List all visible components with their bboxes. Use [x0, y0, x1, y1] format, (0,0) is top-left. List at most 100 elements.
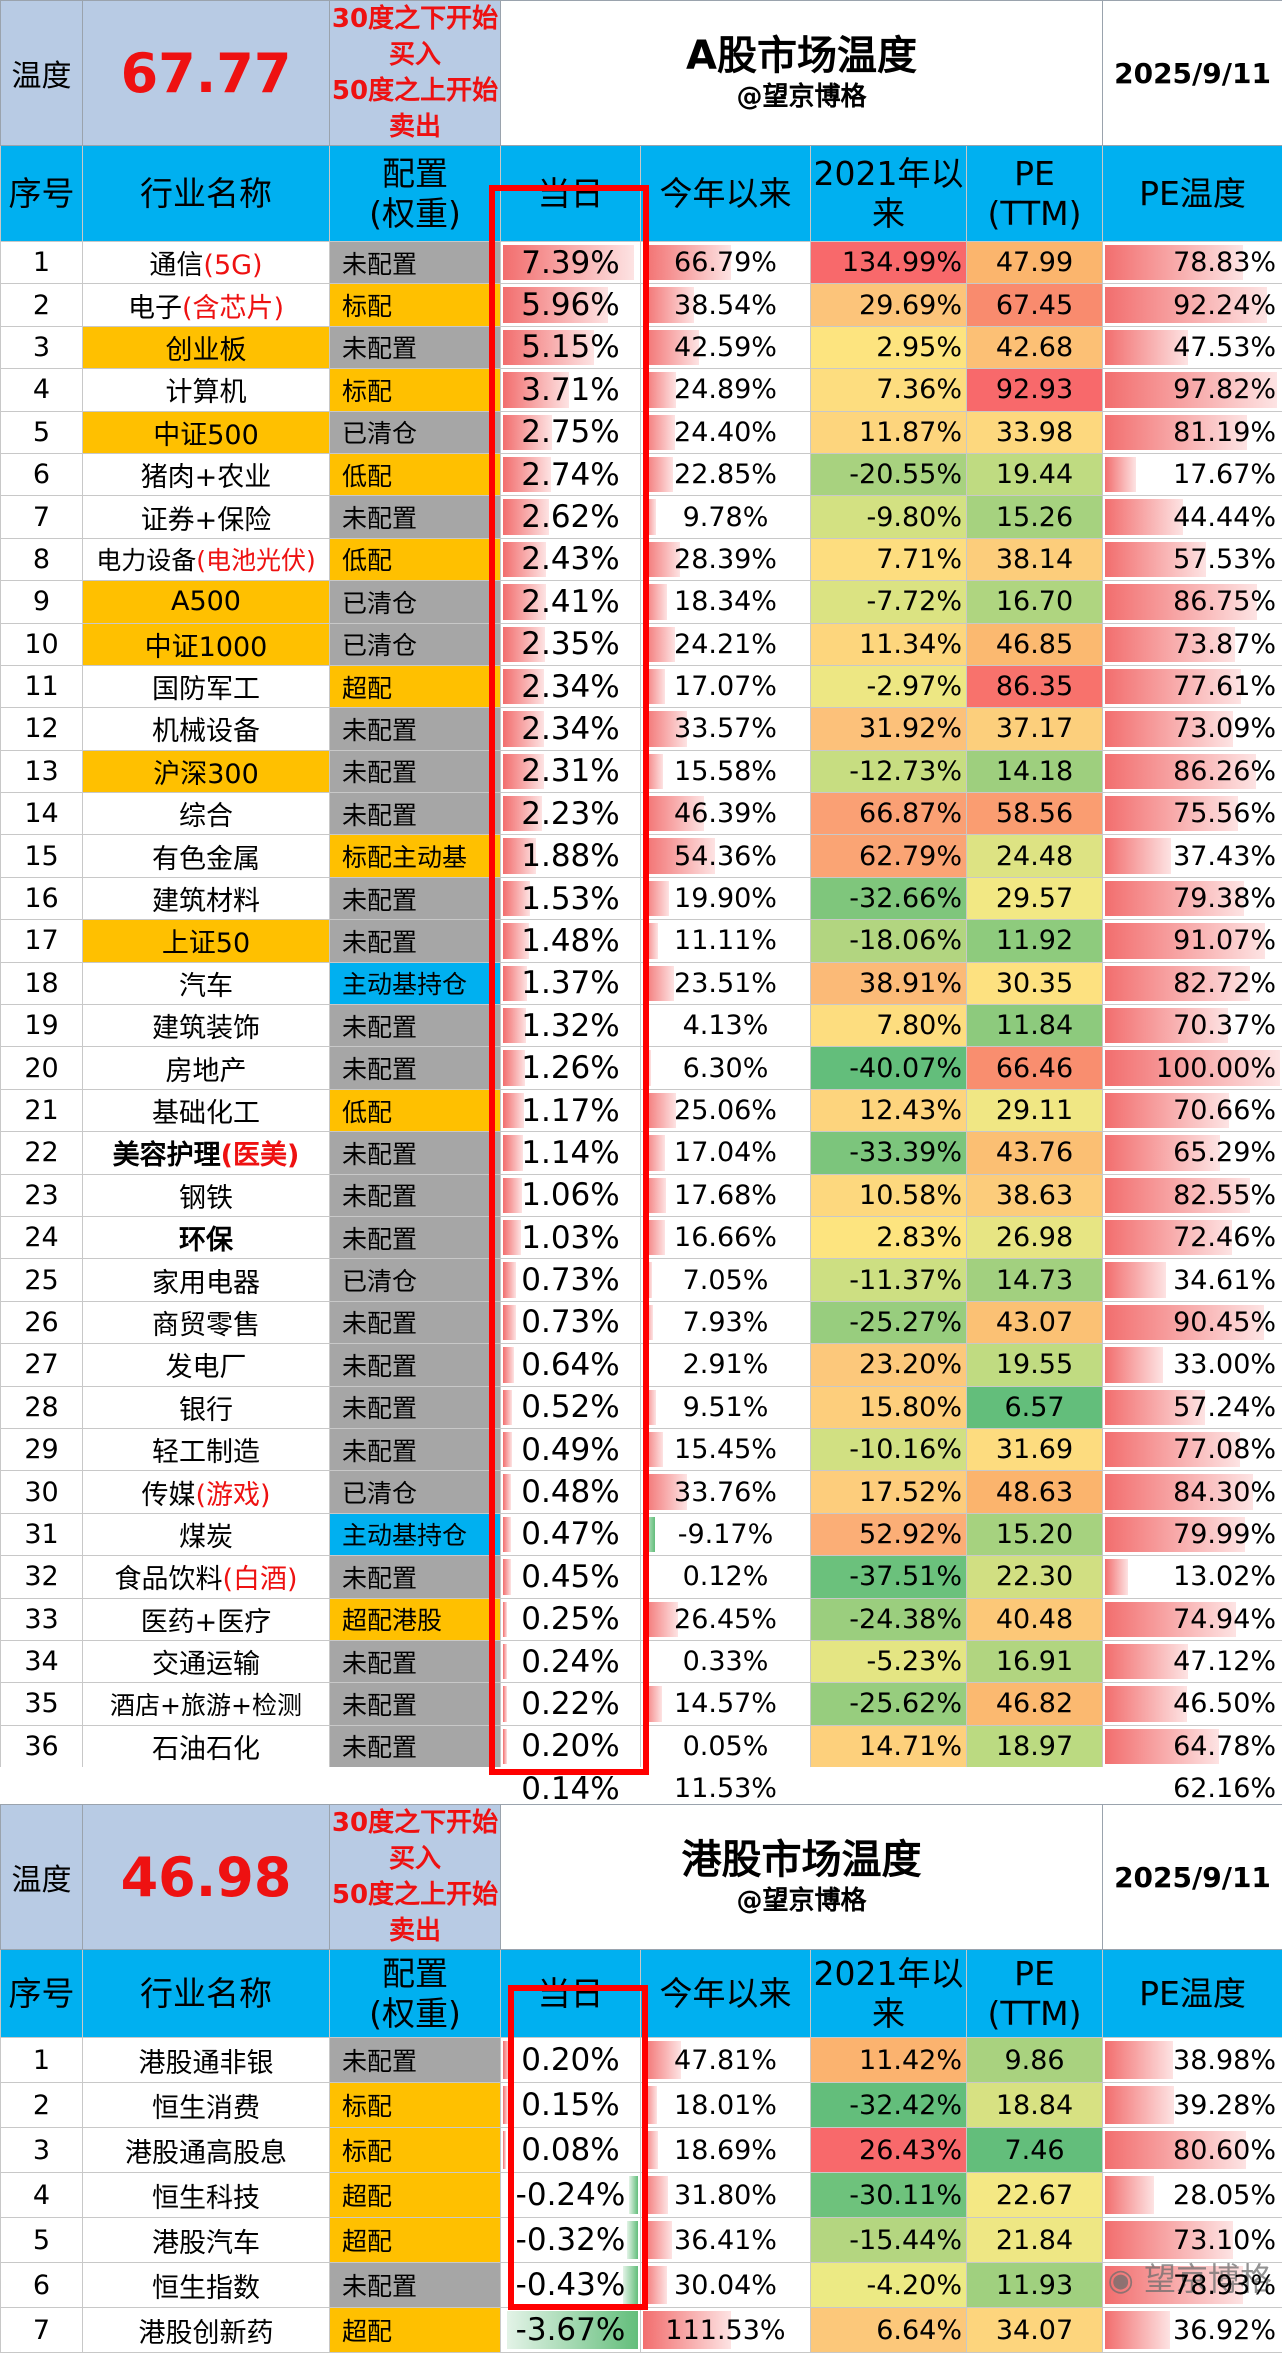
col-pe-ttm-header: PE(TTM)	[967, 146, 1103, 242]
pe-temperature-value: 90.45%	[1173, 1307, 1276, 1338]
ytd-change-cell: 18.69%	[641, 2128, 811, 2173]
allocation-badge: 未配置	[330, 793, 501, 835]
row-index: 14	[1, 793, 83, 835]
pe-temperature-bar	[1105, 1559, 1128, 1594]
industry-name: 国防军工	[83, 665, 330, 707]
day-change-value: 1.88%	[521, 838, 619, 874]
allocation-badge: 已清仓	[330, 581, 501, 623]
allocation-badge: 未配置	[330, 1344, 501, 1386]
pe-ttm-value: 16.91	[967, 1640, 1103, 1682]
industry-name-text: 食品饮料	[114, 1564, 222, 1595]
ytd-change-cell: 38.54%	[641, 284, 811, 326]
row-index: 28	[1, 1386, 83, 1428]
day-change-value: 1.48%	[521, 923, 619, 959]
industry-name-text: 有色金属	[152, 844, 260, 875]
pe-temperature-cell: 82.72%	[1103, 962, 1282, 1004]
industry-name-text: 电力设备	[96, 546, 196, 575]
pe-temperature-cell: 65.29%	[1103, 1132, 1282, 1174]
since-2021-change: 29.69%	[811, 284, 967, 326]
ytd-change-value: 9.51%	[683, 1392, 769, 1423]
pe-ttm-value: 30.35	[967, 962, 1103, 1004]
since-2021-change: 17.52%	[811, 1471, 967, 1513]
ytd-change-value: 14.57%	[674, 1688, 777, 1719]
col-pe-temp-header: PE温度	[1103, 1950, 1282, 2038]
day-change-cell: 0.49%	[501, 1428, 641, 1470]
ytd-change-value: 18.69%	[674, 2135, 777, 2166]
since-2021-change: 31.92%	[811, 708, 967, 750]
pe-ttm-value: 46.82	[967, 1683, 1103, 1725]
allocation-badge: 低配	[330, 453, 501, 495]
industry-name: 发电厂	[83, 1344, 330, 1386]
col-industry-header: 行业名称	[83, 146, 330, 242]
industry-name-text: 房地产	[166, 1056, 247, 1087]
ytd-change-value: 46.39%	[674, 798, 777, 829]
day-change-cell: 2.41%	[501, 581, 641, 623]
day-change-value: 2.31%	[521, 753, 619, 789]
ytd-change-bar	[643, 966, 674, 1001]
pe-ttm-value: 26.98	[967, 1216, 1103, 1258]
pe-temperature-value: 80.60%	[1173, 2135, 1276, 2166]
day-change-value: 2.74%	[521, 457, 619, 493]
pe-temperature-cell: 92.24%	[1103, 284, 1282, 326]
pe-ttm-value: 38.63	[967, 1174, 1103, 1216]
since-2021-change: -32.42%	[811, 2083, 967, 2128]
pe-temperature-value: 57.24%	[1173, 1392, 1276, 1423]
allocation-badge: 未配置	[330, 1132, 501, 1174]
day-change-cell: 0.15%	[501, 2083, 641, 2128]
ytd-change-value: 66.79%	[674, 247, 777, 278]
row-index: 3	[1, 326, 83, 368]
day-change-cell: 1.06%	[501, 1174, 641, 1216]
since-2021-change: 38.91%	[811, 962, 967, 1004]
industry-name-text: 电子	[128, 293, 182, 324]
pe-temperature-cell: 73.09%	[1103, 708, 1282, 750]
pe-temperature-value: 82.55%	[1173, 1180, 1276, 1211]
allocation-badge: 未配置	[330, 877, 501, 919]
ytd-change-cell: 19.90%	[641, 877, 811, 919]
pe-temperature-value: 46.50%	[1173, 1688, 1276, 1719]
pe-ttm-value: 9.86	[967, 2038, 1103, 2083]
ytd-change-value: 31.80%	[674, 2180, 777, 2211]
industry-name-text: 发电厂	[166, 1352, 247, 1383]
pe-temperature-cell: 64.78%	[1103, 1725, 1282, 1767]
since-2021-change: -2.97%	[811, 665, 967, 707]
buy-note: 30度之下开始买入	[332, 1808, 498, 1874]
pe-temperature-value: 91.07%	[1173, 925, 1276, 956]
day-change-cell: 3.71%	[501, 369, 641, 411]
pe-ttm-value: 29.57	[967, 877, 1103, 919]
industry-name-note: (5G)	[203, 250, 262, 281]
industry-name: 机械设备	[83, 708, 330, 750]
allocation-badge: 未配置	[330, 1216, 501, 1258]
ytd-change-value: 33.76%	[674, 1477, 777, 1508]
since-2021-change: 2.83%	[811, 1216, 967, 1258]
pe-temperature-cell: 91.07%	[1103, 920, 1282, 962]
pe-temperature-value: 84.30%	[1173, 1477, 1276, 1508]
day-change-cell: 0.52%	[501, 1386, 641, 1428]
col-day-header: 当日	[501, 1950, 641, 2038]
pe-ttm-value: 38.14	[967, 538, 1103, 580]
industry-name-text: 建筑材料	[152, 886, 260, 917]
day-change-value: -3.67%	[516, 2312, 626, 2348]
pe-temperature-value: 70.66%	[1173, 1095, 1276, 1126]
day-change-cell: 2.74%	[501, 453, 641, 495]
industry-name: 中证1000	[83, 623, 330, 665]
col-index-header: 序号	[1, 1950, 83, 2038]
row-index: 13	[1, 750, 83, 792]
ytd-change-value: 24.40%	[674, 417, 777, 448]
ytd-change-cell: 46.39%	[641, 793, 811, 835]
ytd-change-cell: 15.58%	[641, 750, 811, 792]
industry-name-text: 石油石化	[152, 1734, 260, 1765]
ytd-change-cell: 6.30%	[641, 1047, 811, 1089]
day-change-cell: 2.23%	[501, 793, 641, 835]
industry-name-text: 恒生指数	[152, 2273, 260, 2304]
